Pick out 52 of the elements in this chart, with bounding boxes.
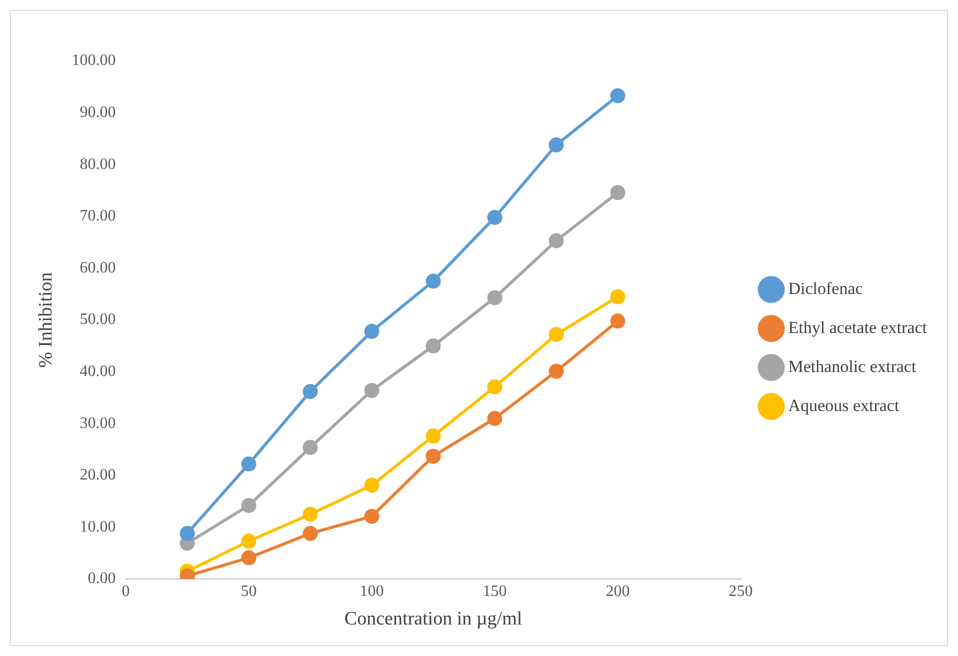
- point: [610, 185, 626, 200]
- y-tick-label: 70.00: [80, 208, 116, 225]
- point: [302, 506, 318, 522]
- legend-label: Methanolic extract: [788, 356, 916, 376]
- y-tick-label: 30.00: [80, 414, 116, 432]
- x-tick-label: 100: [360, 582, 384, 600]
- y-tick-label: 60.00: [80, 259, 116, 276]
- legend-label: Aqueous extract: [788, 396, 900, 415]
- point: [487, 290, 502, 306]
- x-tick-label: 200: [606, 582, 630, 600]
- point: [241, 498, 256, 513]
- point: [364, 324, 380, 339]
- point: [487, 210, 502, 225]
- x-tick-label: 150: [482, 582, 507, 600]
- x-axis-title: Concentration in µg/ml: [344, 608, 522, 630]
- point: [548, 364, 564, 379]
- point: [548, 137, 564, 152]
- point: [548, 233, 564, 248]
- y-tick-label: 100.00: [72, 52, 116, 70]
- y-tick-label: 10.00: [80, 518, 116, 536]
- x-tick-label: 50: [240, 582, 257, 600]
- point: [302, 384, 318, 399]
- point: [426, 274, 441, 289]
- point: [241, 550, 256, 566]
- point: [302, 440, 318, 455]
- point: [610, 314, 626, 329]
- point: [426, 448, 441, 464]
- point: [548, 327, 564, 342]
- point: [364, 508, 380, 524]
- legend-label: Ethyl acetate extract: [788, 318, 928, 337]
- y-tick-label: 20.00: [80, 466, 116, 484]
- y-tick-label: 50.00: [80, 311, 116, 328]
- point: [302, 526, 318, 541]
- point: [241, 456, 256, 472]
- y-tick-label: 80.00: [80, 156, 116, 173]
- point: [487, 410, 502, 426]
- x-tick-label: 250: [728, 582, 753, 600]
- point: [426, 428, 441, 444]
- y-axis-title: % Inhibition: [35, 272, 56, 368]
- point: [364, 478, 380, 493]
- point: [610, 289, 626, 304]
- point: [364, 382, 380, 398]
- point: [180, 526, 195, 541]
- point: [426, 338, 441, 354]
- y-tick-label: 40.00: [80, 363, 116, 380]
- y-tick-label: 90.00: [80, 104, 116, 122]
- point: [487, 379, 502, 394]
- legend-label: Diclofenac: [788, 278, 864, 298]
- point: [610, 88, 626, 104]
- x-tick-label: 0: [122, 582, 130, 600]
- y-tick-label: 0.00: [88, 570, 116, 588]
- point: [241, 534, 256, 549]
